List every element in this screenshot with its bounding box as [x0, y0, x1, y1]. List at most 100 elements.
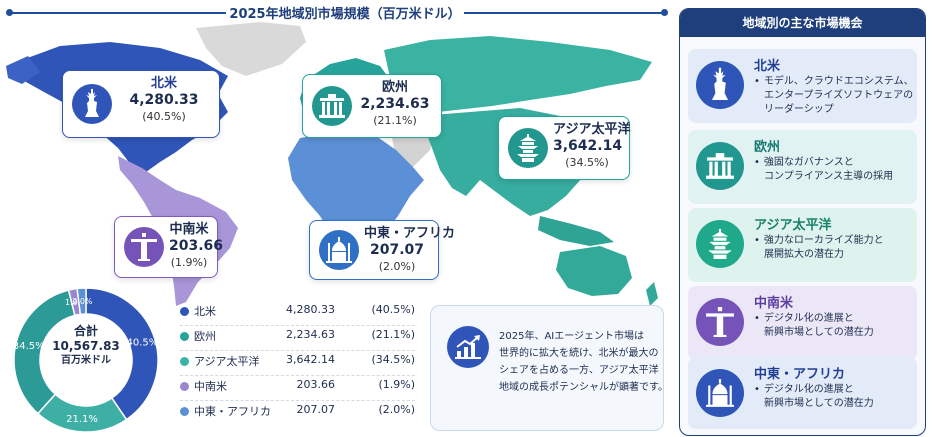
- callout-name: 北米: [150, 76, 177, 91]
- opportunity-card-middle-east-africa: 中東・アフリカ デジタル化の進展と 新興市場としての潜在力: [688, 357, 917, 429]
- card-line: リーダーシップ: [764, 104, 834, 115]
- legend-row: アジア太平洋 3,642.14 (34.5%): [180, 351, 415, 376]
- card-title: 中東・アフリカ: [754, 367, 846, 382]
- brandenburg-gate-icon: [696, 142, 744, 190]
- legend-swatch: [180, 307, 189, 316]
- callout-europe: 欧州 2,234.63 (21.1%): [302, 74, 442, 138]
- card-line: エンタープライズソフトウェアの: [764, 90, 914, 101]
- legend-row: 北米 4,280.33 (40.5%): [180, 301, 415, 326]
- insight-text: 2025年、AIエージェント市場は 世界的に拡大を続け、北米が最大の シェアを占…: [499, 328, 668, 396]
- callout-asia-pacific: アジア太平洋 3,642.14 (34.5%): [498, 116, 630, 180]
- map-region-north-america-alaska: [6, 56, 40, 84]
- panel-header: 地域別の主な市場機会: [680, 9, 925, 37]
- callout-percent: (21.1%): [373, 114, 417, 127]
- opportunity-card-europe: 欧州 強固なガバナンスと コンプライアンス主導の採用: [688, 130, 917, 204]
- legend-swatch: [180, 382, 189, 391]
- legend-swatch: [180, 332, 189, 341]
- card-line: デジタル化の進展と: [754, 312, 874, 326]
- map-region-new-zealand: [646, 282, 658, 306]
- legend-value: 2,234.63: [286, 328, 335, 341]
- legend-value: 3,642.14: [286, 353, 335, 366]
- card-title: アジア太平洋: [754, 218, 832, 233]
- callout-middle-east-africa: 中東・アフリカ 207.07 (2.0%): [309, 220, 456, 280]
- card-line: デジタル化の進展と: [754, 383, 874, 397]
- share-donut-chart: 40.5% 21.1% 34.5% 1.9% 2.0% 合計 10,567.83 百万米…: [8, 284, 164, 436]
- callout-percent: (40.5%): [142, 110, 186, 123]
- legend-percent: (40.5%): [371, 303, 415, 316]
- card-body: 強固なガバナンスと コンプライアンス主導の採用: [754, 156, 893, 184]
- legend-label: 欧州: [194, 330, 216, 343]
- donut-total-label: 合計: [73, 324, 98, 338]
- insight-line: シェアを占める一方、アジア太平洋: [499, 365, 659, 376]
- mosque-icon: [319, 230, 359, 270]
- legend-divider: [180, 400, 415, 401]
- market-opportunity-panel: 地域別の主な市場機会 北米 モデル、クラウドエコシステム、 エンタープライズソフ…: [679, 8, 926, 436]
- callout-value: 203.66: [169, 238, 224, 254]
- legend-swatch: [180, 407, 189, 416]
- callout-name: 欧州: [381, 80, 408, 95]
- legend-divider: [180, 350, 415, 351]
- card-title: 北米: [754, 59, 781, 74]
- map-region-australia: [556, 246, 632, 296]
- chart-legend: 北米 4,280.33 (40.5%) 欧州 2,234.63 (21.1%) アジア太平洋…: [180, 301, 415, 426]
- card-body: デジタル化の進展と 新興市場としての潜在力: [754, 312, 874, 340]
- card-title: 中南米: [754, 296, 794, 311]
- donut-slice-label: 34.5%: [13, 341, 45, 352]
- opportunity-card-latin-america: 中南米 デジタル化の進展と 新興市場としての潜在力: [688, 286, 917, 360]
- card-line: モデル、クラウドエコシステム、: [754, 75, 914, 89]
- donut-total-unit: 百万米ドル: [61, 355, 111, 366]
- title-ornament-dot: [661, 9, 668, 16]
- bar-chart-growth-icon: [447, 326, 489, 368]
- legend-value: 203.66: [296, 378, 336, 391]
- donut-slice-label: 21.1%: [66, 414, 98, 425]
- legend-value: 207.07: [296, 403, 336, 416]
- callout-north-america: 北米 4,280.33 (40.5%): [62, 70, 220, 138]
- legend-divider: [180, 325, 415, 326]
- legend-row: 中東・アフリカ 207.07 (2.0%): [180, 401, 415, 426]
- callout-name: 中南米: [169, 222, 209, 237]
- statue-of-liberty-icon: [696, 61, 744, 109]
- legend-value: 4,280.33: [286, 303, 335, 316]
- chart-title-row: 2025年地域別市場規模（百万米ドル）: [6, 2, 668, 22]
- insight-line: 世界的に拡大を続け、北米が最大の: [499, 348, 659, 359]
- donut-total: 合計 10,567.83 百万米ドル: [40, 324, 132, 368]
- legend-row: 欧州 2,234.63 (21.1%): [180, 326, 415, 351]
- callout-percent: (1.9%): [170, 256, 208, 269]
- legend-label: 北米: [194, 305, 216, 318]
- card-body: モデル、クラウドエコシステム、 エンタープライズソフトウェアの リーダーシップ: [754, 75, 914, 117]
- legend-swatch: [180, 357, 189, 366]
- christ-redeemer-icon: [696, 298, 744, 346]
- card-line: 展開拡大の潜在力: [764, 249, 844, 260]
- opportunity-card-asia-pacific: アジア太平洋 強力なローカライズ能力と 展開拡大の潜在力: [688, 208, 917, 282]
- card-body: 強力なローカライズ能力と 展開拡大の潜在力: [754, 234, 884, 262]
- insight-box: 2025年、AIエージェント市場は 世界的に拡大を続け、北米が最大の シェアを占…: [430, 305, 668, 431]
- legend-label: 中南米: [194, 380, 227, 393]
- legend-percent: (2.0%): [378, 403, 415, 416]
- title-ornament-line: [464, 12, 664, 14]
- donut-total-value: 10,567.83: [52, 339, 120, 353]
- map-region-greenland: [196, 22, 306, 76]
- card-line: 強固なガバナンスと: [754, 156, 893, 170]
- donut-slice-label: 2.0%: [72, 297, 93, 306]
- donut-graphic: 40.5% 21.1% 34.5% 1.9%2.0%: [13, 287, 159, 433]
- legend-label: アジア太平洋: [194, 355, 260, 368]
- callout-name: アジア太平洋: [553, 122, 631, 137]
- donut-slice-label: 40.5%: [127, 338, 159, 349]
- insight-line: 2025年、AIエージェント市場は: [499, 331, 645, 342]
- callout-latin-america: 中南米 203.66 (1.9%): [114, 216, 224, 278]
- card-title: 欧州: [754, 140, 781, 155]
- callout-percent: (2.0%): [378, 260, 416, 273]
- brandenburg-gate-icon: [312, 86, 352, 126]
- callout-name: 中東・アフリカ: [364, 226, 456, 241]
- map-region-se-asia: [538, 216, 614, 246]
- christ-redeemer-icon: [124, 227, 164, 267]
- card-body: デジタル化の進展と 新興市場としての潜在力: [754, 383, 874, 411]
- callout-percent: (34.5%): [565, 156, 609, 169]
- legend-percent: (1.9%): [378, 378, 415, 391]
- legend-row: 中南米 203.66 (1.9%): [180, 376, 415, 401]
- donut-slice: [13, 289, 76, 415]
- callout-value: 2,234.63: [360, 96, 430, 112]
- legend-label: 中東・アフリカ: [194, 405, 271, 418]
- pagoda-icon: [696, 220, 744, 268]
- card-line: 新興市場としての潜在力: [764, 398, 874, 409]
